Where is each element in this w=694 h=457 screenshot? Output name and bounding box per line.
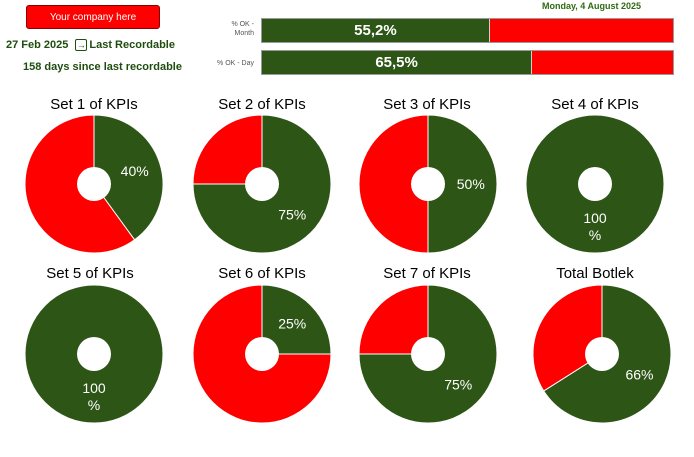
donut-hole bbox=[411, 337, 445, 371]
slice-data-label: 100% bbox=[583, 210, 607, 243]
kpi-title-4: Set 4 of KPIs bbox=[551, 96, 639, 113]
not-ok-slice bbox=[192, 114, 263, 185]
month-ok-bar-fill bbox=[262, 19, 490, 42]
month-bar-label-line2: Month bbox=[234, 30, 254, 37]
kpi-donut-chart-2: 75% bbox=[192, 114, 332, 254]
month-ok-bar-value: 55,2% bbox=[354, 22, 397, 39]
month-bar-label-line1: % OK - bbox=[231, 21, 254, 28]
donut-hole bbox=[585, 337, 619, 371]
kpi-donut-chart-5: 100% bbox=[24, 284, 164, 424]
slice-data-label: 100% bbox=[82, 380, 106, 413]
donut-hole bbox=[77, 337, 111, 371]
kpi-title-6: Set 6 of KPIs bbox=[218, 265, 306, 282]
slice-data-label: 66% bbox=[625, 367, 653, 383]
last-recordable-row: 27 Feb 2025 → Last Recordable bbox=[6, 39, 175, 51]
kpi-donut-chart-3: 50% bbox=[358, 114, 498, 254]
day-ok-bar: 65,5% bbox=[261, 50, 674, 75]
ok-slice bbox=[93, 114, 164, 241]
company-button[interactable]: Your company here bbox=[26, 5, 160, 29]
not-ok-slice bbox=[192, 284, 332, 424]
ok-slice bbox=[192, 114, 332, 254]
kpi-donut-chart-total: 66% bbox=[532, 284, 672, 424]
kpi-title-5: Set 5 of KPIs bbox=[46, 265, 134, 282]
last-recordable-label: Last Recordable bbox=[89, 39, 175, 51]
kpi-title-1: Set 1 of KPIs bbox=[50, 96, 138, 113]
slice-data-label: 40% bbox=[121, 163, 149, 179]
not-ok-slice bbox=[358, 284, 429, 355]
kpi-donut-chart-6: 25% bbox=[192, 284, 332, 424]
arrow-into-box-icon: → bbox=[75, 39, 88, 51]
kpi-title-7: Set 7 of KPIs bbox=[383, 265, 471, 282]
not-ok-slice bbox=[358, 114, 429, 254]
ok-slice bbox=[427, 114, 498, 254]
donut-hole bbox=[411, 167, 445, 201]
kpi-donut-chart-4: 100% bbox=[525, 114, 665, 254]
days-since-last-recordable: 158 days since last recordable bbox=[23, 61, 182, 73]
slice-data-label: 75% bbox=[278, 206, 306, 222]
day-bar-label: % OK - Day bbox=[217, 59, 254, 68]
slice-data-label: 25% bbox=[278, 316, 306, 332]
ok-slice bbox=[358, 284, 498, 424]
day-ok-bar-value: 65,5% bbox=[375, 54, 418, 71]
ok-slice bbox=[261, 284, 332, 355]
kpi-title-total: Total Botlek bbox=[556, 265, 634, 282]
donut-hole bbox=[578, 167, 612, 201]
month-bar-label: % OK - Month bbox=[231, 20, 254, 38]
kpi-donut-chart-7: 75% bbox=[358, 284, 498, 424]
day-bar-label-line1: % OK - Day bbox=[217, 60, 254, 67]
month-ok-bar: 55,2% bbox=[261, 18, 674, 43]
donut-hole bbox=[245, 337, 279, 371]
donut-hole bbox=[245, 167, 279, 201]
kpi-donut-chart-1: 40% bbox=[24, 114, 164, 254]
last-recordable-date: 27 Feb 2025 bbox=[6, 39, 69, 51]
donut-hole bbox=[77, 167, 111, 201]
day-ok-bar-fill bbox=[262, 51, 533, 74]
current-date: Monday, 4 August 2025 bbox=[541, 1, 641, 11]
slice-data-label: 75% bbox=[444, 376, 472, 392]
slice-data-label: 50% bbox=[457, 176, 485, 192]
not-ok-slice bbox=[532, 284, 603, 392]
kpi-title-3: Set 3 of KPIs bbox=[383, 96, 471, 113]
kpi-title-2: Set 2 of KPIs bbox=[218, 96, 306, 113]
